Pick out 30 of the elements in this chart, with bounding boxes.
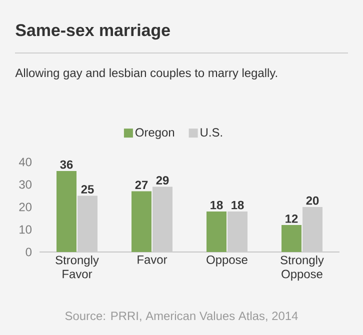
chart-subtitle: Allowing gay and lesbian couples to marry legally. <box>15 68 277 80</box>
bar <box>282 225 302 252</box>
y-tick-label: 10 <box>20 225 32 234</box>
x-tick-label: Strongly Oppose <box>280 256 324 281</box>
source-note: Source: PRRI, American Values Atlas, 2014 <box>65 311 298 322</box>
y-tick-label: 20 <box>19 202 32 212</box>
bar <box>152 186 172 252</box>
y-tick-label: 30 <box>19 180 32 189</box>
x-tick-label: Favor <box>138 256 168 264</box>
bar <box>206 212 226 252</box>
data-label: 27 <box>135 180 148 190</box>
legend-label: Oregon <box>136 128 174 139</box>
data-label: 25 <box>81 185 94 194</box>
data-label: 20 <box>306 196 319 205</box>
data-label: 12 <box>286 214 298 223</box>
bar <box>302 207 322 252</box>
bar <box>132 191 152 252</box>
bar <box>56 170 76 252</box>
data-label: 18 <box>210 200 223 210</box>
data-label: 36 <box>60 160 73 169</box>
data-label: 18 <box>232 200 244 210</box>
x-tick-label: Oppose <box>206 256 248 266</box>
chart-title: Same-sex marriage <box>16 24 170 40</box>
y-tick-label: 40 <box>18 158 32 166</box>
y-tick-label: 0 <box>26 248 32 256</box>
x-tick-label: Strongly Favor <box>56 256 99 278</box>
bar <box>228 212 248 252</box>
bar <box>78 196 98 252</box>
data-label: 29 <box>156 176 169 185</box>
legend-label: U.S. <box>200 128 222 137</box>
